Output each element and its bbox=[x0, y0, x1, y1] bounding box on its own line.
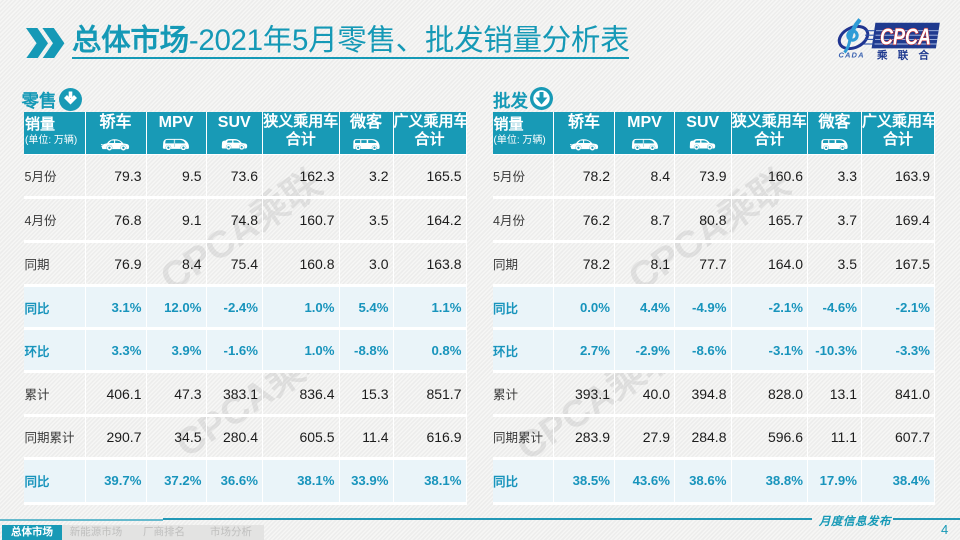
svg-text:CADA: CADA bbox=[839, 51, 864, 60]
svg-text:CPCA: CPCA bbox=[880, 24, 931, 50]
svg-text:乘联合: 乘联合 bbox=[876, 49, 930, 62]
